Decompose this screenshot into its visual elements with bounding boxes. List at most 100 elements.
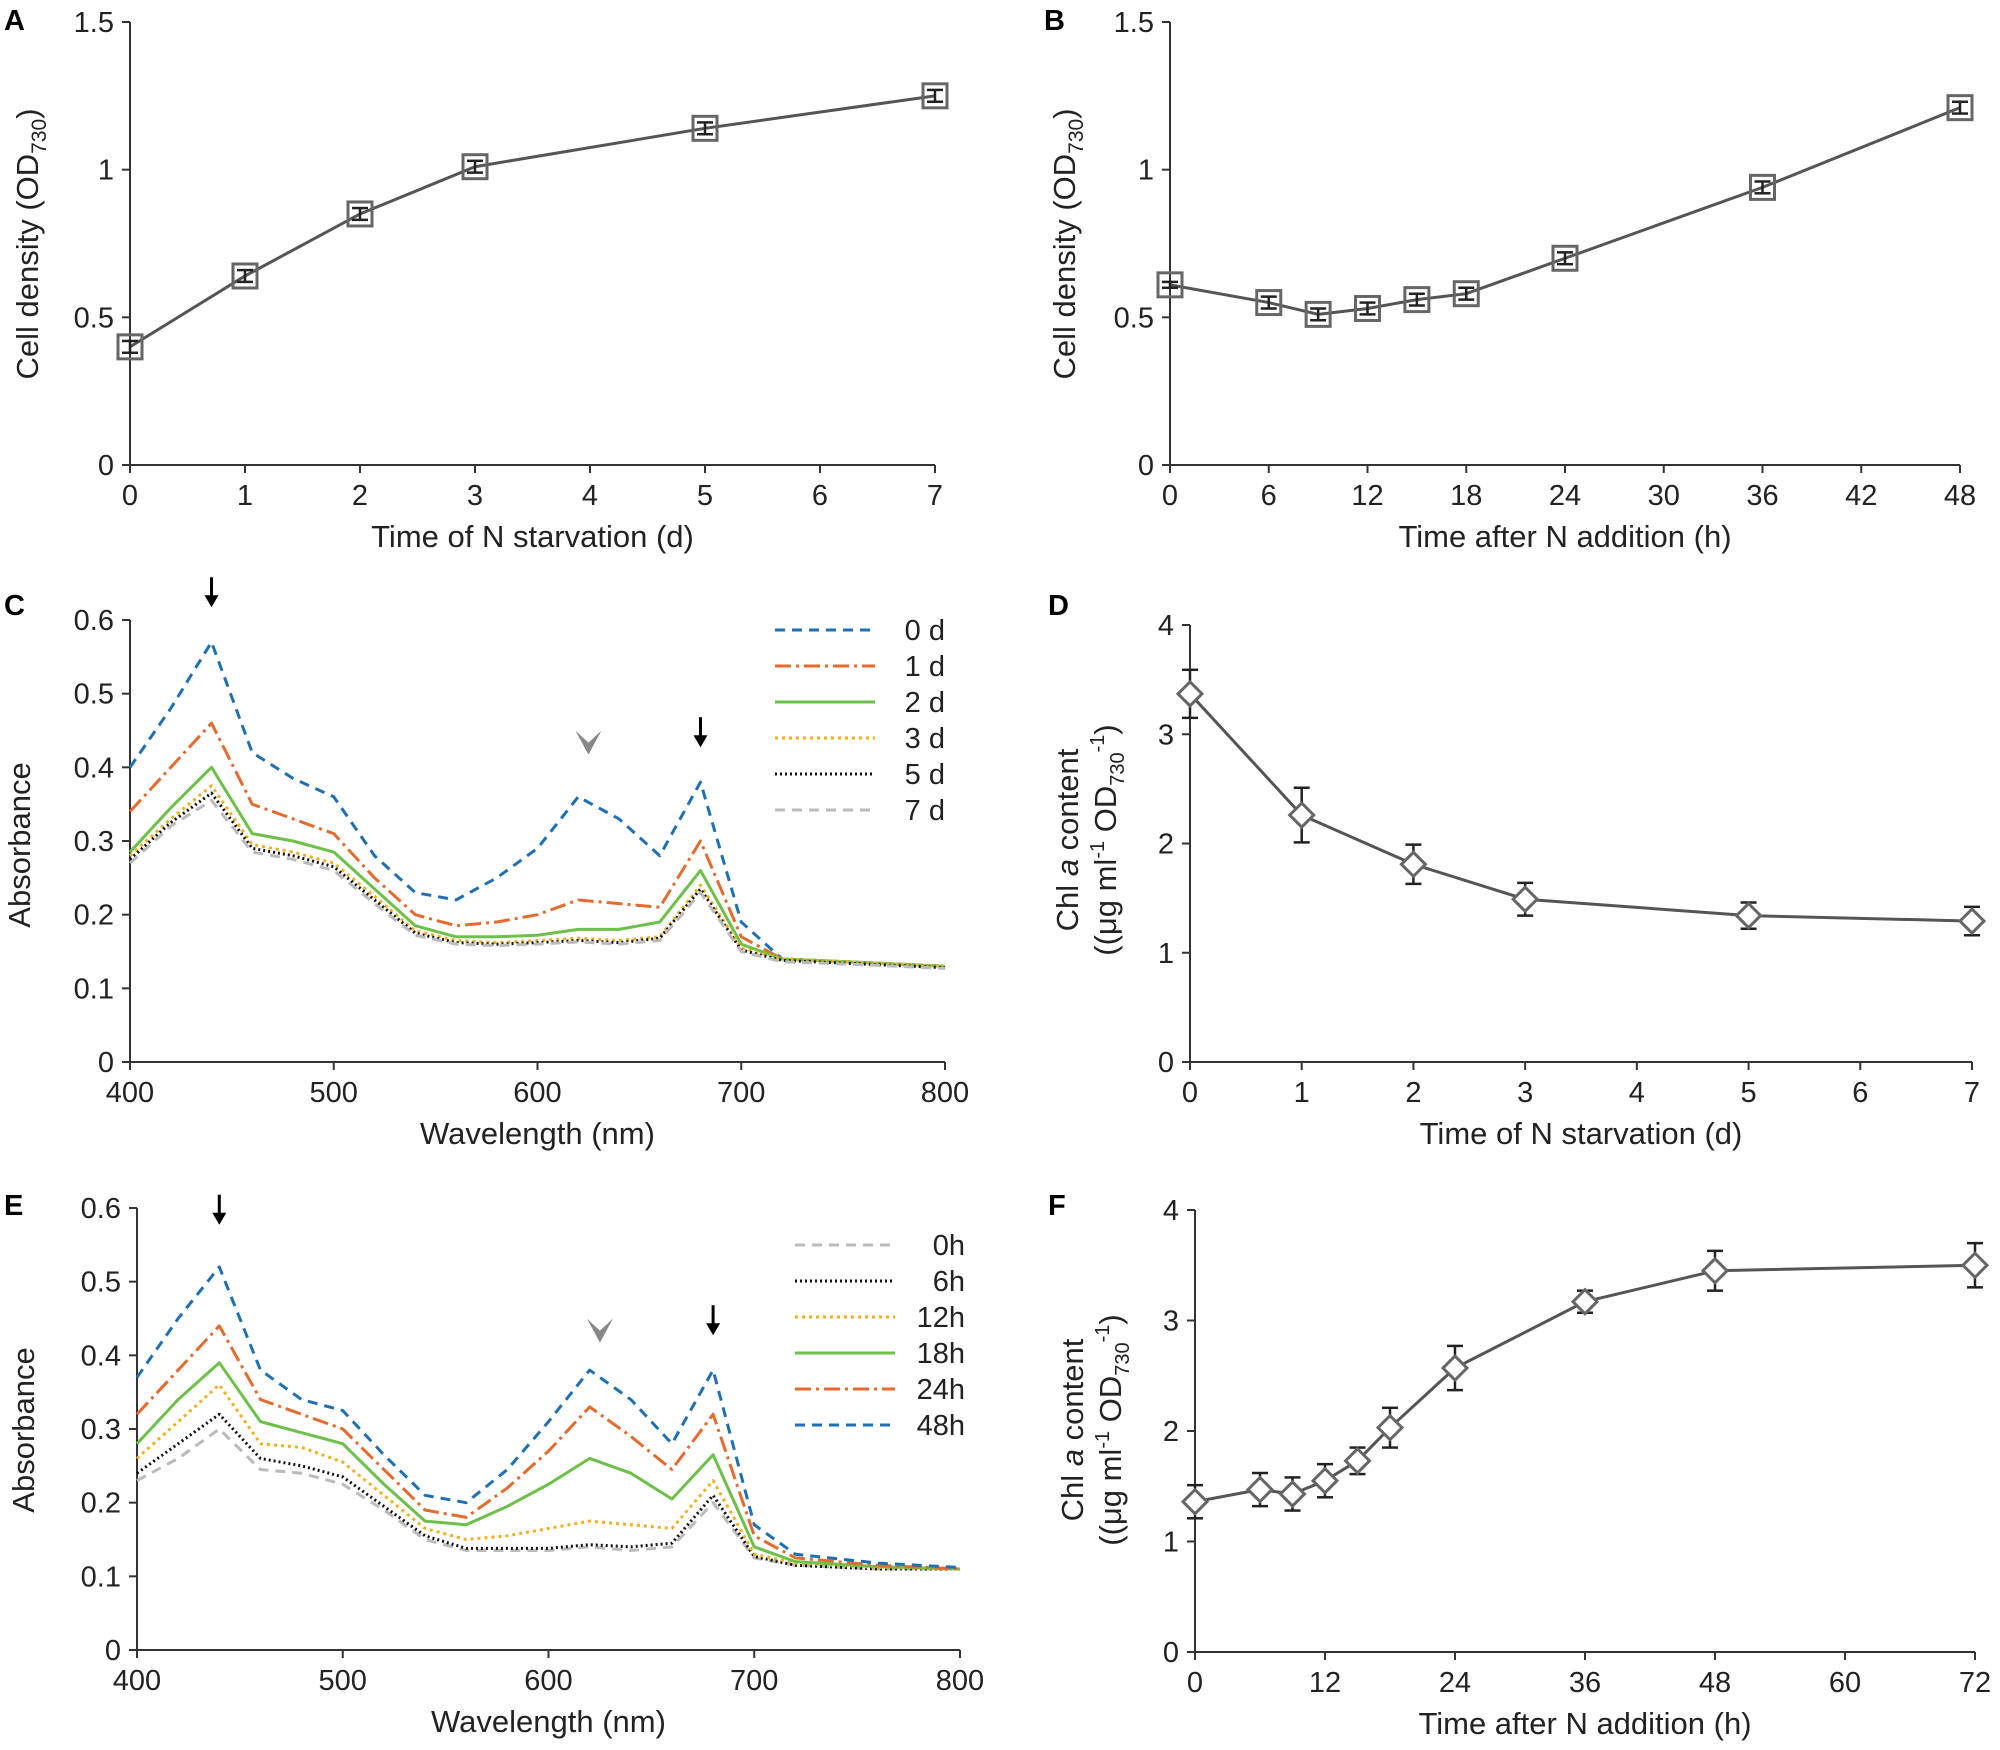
y-label-od: OD — [1088, 786, 1123, 841]
y-axis-label-line1: Chl a content — [1055, 1338, 1090, 1521]
x-tick-label: 12 — [1309, 1667, 1341, 1699]
y-tick-label: 0.5 — [74, 679, 114, 711]
y-tick-label: 0.2 — [81, 1488, 121, 1520]
legend-label: 0h — [933, 1230, 965, 1262]
legend-label: 7 d — [905, 795, 945, 827]
data-point-square — [1946, 94, 1974, 122]
x-axis-label: Wavelength (nm) — [420, 1116, 655, 1151]
data-point-diamond — [1175, 679, 1205, 708]
panel-E: E 0 0.1 0.2 0.3 0.4 0.5 0.6 400 500 600 700 800 Wavel… — [4, 1190, 984, 1739]
panel-letter-C: C — [4, 590, 25, 622]
panel-letter-B: B — [1044, 5, 1065, 37]
spectrum-0h — [136, 1427, 960, 1571]
y-label-a-italic: a — [1055, 1449, 1090, 1466]
y-label-sup: -1 — [1092, 1325, 1114, 1343]
data-point-square — [231, 262, 259, 290]
y-label-content: content — [1050, 748, 1085, 859]
y-label-content: content — [1055, 1338, 1090, 1449]
y-tick-label: 1 — [1158, 938, 1174, 970]
spectrum-2d — [128, 765, 946, 968]
y-tick-label: 0.4 — [74, 752, 114, 784]
panel-B: B 0 0.5 1 1.5 0 6 12 18 24 30 36 42 48 Time after N ad… — [1044, 5, 1976, 554]
peak-arrow-head-icon — [693, 735, 708, 748]
legend-label: 12h — [917, 1302, 965, 1334]
y-tick-label: 4 — [1158, 610, 1174, 642]
x-axis-label: Time of N starvation (d) — [1420, 1116, 1743, 1151]
legend-label: 6h — [933, 1266, 965, 1298]
data-point-square — [116, 333, 144, 361]
data-point-square — [1403, 286, 1431, 314]
data-point-diamond — [1399, 850, 1428, 879]
spectrum-0d — [128, 640, 946, 968]
y-tick-label: 2 — [1163, 1416, 1179, 1448]
y-axis-label-line2: ((μg ml-1 OD730-1) — [1092, 1314, 1134, 1546]
y-tick-label: 0.6 — [81, 1193, 121, 1225]
y-tick-label: 0.3 — [81, 1414, 121, 1446]
y-label-sup: -1 — [1087, 841, 1109, 859]
x-tick-label: 1 — [1294, 1077, 1310, 1109]
y-tick-label: 0.3 — [74, 826, 114, 858]
y-tick-label: 0.1 — [74, 973, 114, 1005]
x-tick-label: 700 — [730, 1665, 778, 1697]
y-tick-label: 0 — [98, 450, 114, 482]
x-tick-label: 3 — [467, 480, 483, 512]
data-point-diamond — [1511, 885, 1540, 914]
spectrum-1d — [128, 721, 946, 968]
x-tick-label: 0 — [122, 480, 138, 512]
x-tick-label: 5 — [697, 480, 713, 512]
x-tick-label: 30 — [1648, 480, 1680, 512]
x-tick-label: 1 — [237, 480, 253, 512]
spectrum-18h — [135, 1361, 961, 1571]
y-axis-label-line2: ((μg ml-1 OD730-1) — [1087, 724, 1129, 956]
x-tick-label: 500 — [310, 1077, 358, 1109]
data-point-diamond — [1343, 1446, 1372, 1475]
peak-arrow-head-icon — [706, 1323, 721, 1336]
x-tick-label: 5 — [1741, 1077, 1757, 1109]
y-label-chl: Chl — [1055, 1466, 1090, 1521]
y-axis-label-end: ) — [1047, 108, 1082, 118]
panel-C: C 0 0.1 0.2 0.3 0.4 0.5 0.6 400 500 600 700 800 Wavel… — [2, 577, 969, 1151]
x-tick-label: 48 — [1944, 480, 1976, 512]
y-axis-label: Absorbance — [6, 1347, 41, 1512]
y-axis-label-line1: Chl a content — [1050, 748, 1085, 931]
y-label-sup: -1 — [1087, 735, 1109, 753]
x-tick-label: 2 — [1405, 1077, 1421, 1109]
x-tick-label: 800 — [936, 1665, 984, 1697]
data-point-square — [921, 82, 949, 110]
peak-arrow-head-icon — [212, 1212, 227, 1225]
data-point-diamond — [1180, 1487, 1210, 1516]
data-point-diamond — [1375, 1413, 1405, 1442]
data-point-diamond — [1960, 1251, 1990, 1280]
x-tick-label: 700 — [717, 1077, 765, 1109]
y-tick-label: 0.2 — [74, 900, 114, 932]
y-label-a-italic: a — [1050, 859, 1085, 876]
y-axis-label-sub: 730 — [1065, 119, 1088, 154]
x-tick-label: 24 — [1439, 1667, 1471, 1699]
spectrum-24h — [135, 1324, 961, 1571]
x-tick-label: 600 — [513, 1077, 561, 1109]
x-tick-label: 6 — [812, 480, 828, 512]
data-point-diamond — [1245, 1475, 1275, 1504]
y-label-chl: Chl — [1050, 876, 1085, 931]
data-point-diamond — [1734, 901, 1763, 930]
x-tick-label: 3 — [1517, 1077, 1533, 1109]
x-tick-label: 42 — [1845, 480, 1877, 512]
series-line — [1188, 692, 1973, 923]
y-tick-label: 4 — [1163, 1195, 1179, 1227]
panel-A: A 0 0.5 1 1.5 0 1 2 3 4 5 6 7 Time of N starvation (d… — [4, 5, 949, 554]
x-tick-label: 7 — [927, 480, 943, 512]
legend-label: 0 d — [905, 615, 945, 647]
x-tick-label: 4 — [1629, 1077, 1645, 1109]
panel-letter-E: E — [4, 1190, 23, 1222]
panel-letter-D: D — [1048, 590, 1069, 622]
x-tick-label: 12 — [1351, 480, 1383, 512]
x-tick-label: 6 — [1852, 1077, 1868, 1109]
y-label-units: ((μg ml — [1093, 1449, 1128, 1546]
y-tick-label: 0.5 — [81, 1267, 121, 1299]
y-axis-label-end: ) — [10, 108, 45, 118]
x-tick-label: 48 — [1699, 1667, 1731, 1699]
x-tick-label: 4 — [582, 480, 598, 512]
y-label-end: ) — [1088, 724, 1123, 734]
series-line — [1194, 1263, 1976, 1504]
